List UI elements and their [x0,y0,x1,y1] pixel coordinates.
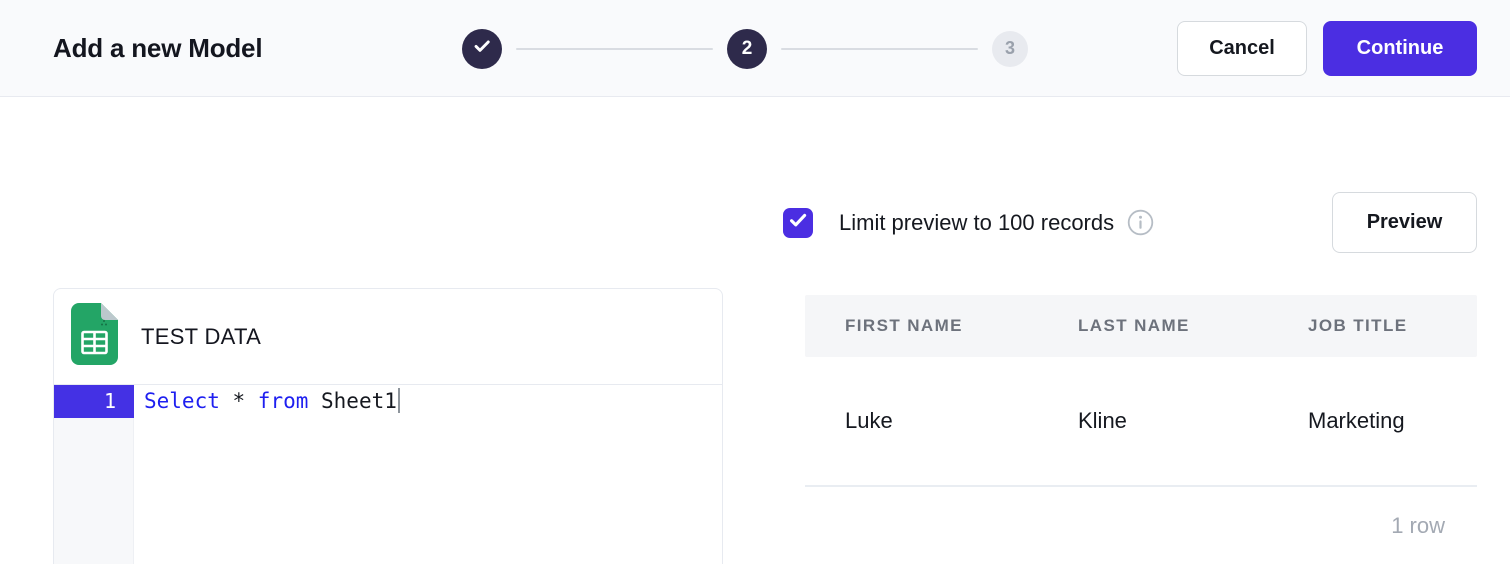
cell-job-title: Marketing [1308,408,1405,433]
step-1-completed[interactable] [462,28,502,69]
table-header-row: FIRST NAME LAST NAME JOB TITLE [805,295,1477,357]
table-row: Luke Kline Marketing [805,357,1477,487]
sql-keyword: Select [144,389,220,413]
step-3-inactive: 3 [992,30,1028,67]
cell-first-name: Luke [845,408,893,433]
editor-header: TEST DATA [54,289,722,385]
step-2-label: 2 [741,37,753,59]
wizard-stepper: 2 3 [462,0,1028,97]
check-icon [471,35,493,63]
code-text[interactable]: Select * from Sheet1 [134,385,400,418]
row-count-label: 1 row [1391,513,1445,538]
column-header-last-name: LAST NAME [1078,316,1190,335]
column-header-job-title: JOB TITLE [1308,316,1408,335]
code-line-1[interactable]: 1 Select * from Sheet1 [54,385,722,418]
preview-button[interactable]: Preview [1332,192,1477,253]
step-3-label: 3 [1004,38,1015,58]
sql-plain: Sheet1 [308,389,397,413]
column-header-first-name: FIRST NAME [845,316,963,335]
source-name: TEST DATA [141,323,262,349]
preview-controls-row: Limit preview to 100 records Preview [783,192,1477,253]
info-circle-icon[interactable] [1127,209,1154,236]
continue-button[interactable]: Continue [1323,21,1477,76]
wizard-topbar: Add a new Model 2 3 Cancel Continue [0,0,1510,97]
line-number: 1 [54,385,134,418]
cell-last-name: Kline [1078,408,1127,433]
cancel-button[interactable]: Cancel [1177,21,1307,76]
google-sheets-icon [71,303,118,370]
text-cursor [397,388,400,413]
step-connector [516,47,713,50]
step-connector [781,47,978,50]
check-icon [787,209,809,236]
limit-preview-label[interactable]: Limit preview to 100 records [839,209,1115,235]
step-2-active[interactable]: 2 [727,28,767,69]
page-title: Add a new Model [53,33,263,63]
sql-editor-card: TEST DATA 1 Select * from Sheet1 [53,288,723,564]
sql-keyword: from [257,389,309,413]
preview-table: FIRST NAME LAST NAME JOB TITLE Luke Klin… [805,295,1477,539]
limit-preview-checkbox[interactable] [783,207,813,238]
sql-code-editor[interactable]: 1 Select * from Sheet1 [54,385,722,564]
sql-plain: * [219,389,258,413]
